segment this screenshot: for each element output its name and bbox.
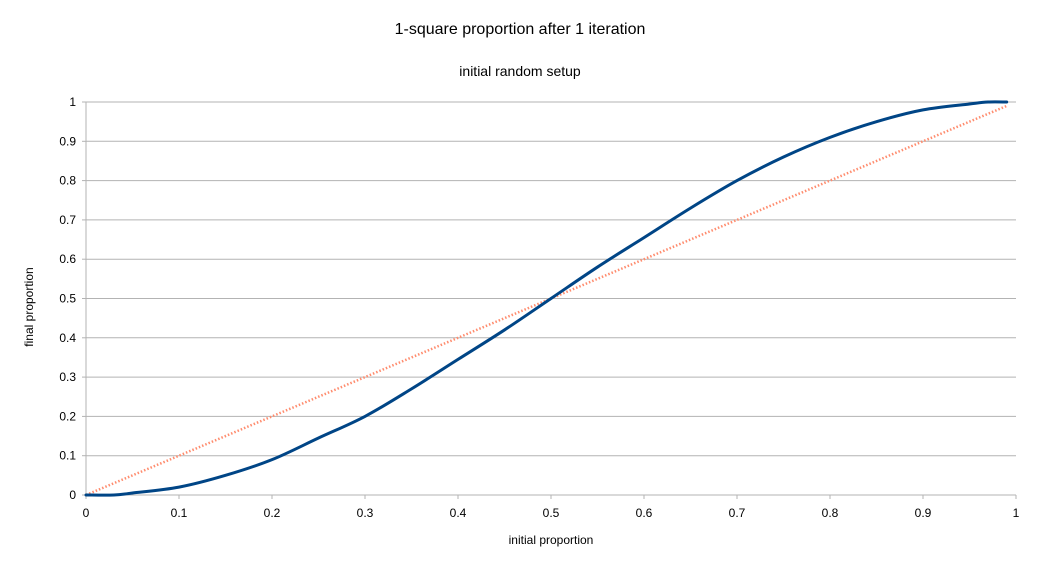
x-tick-label: 1 — [1013, 506, 1020, 520]
x-tick-label: 0.1 — [171, 506, 188, 520]
y-tick-label: 0.8 — [59, 174, 76, 188]
x-tick-label: 0.7 — [729, 506, 746, 520]
data-series — [84, 100, 1009, 497]
final-proportion-series — [84, 100, 1009, 497]
y-tick-label: 0.7 — [59, 213, 76, 227]
x-tick-label: 0.9 — [915, 506, 932, 520]
y-tick-label: 1 — [69, 95, 76, 109]
y-tick-label: 0.6 — [59, 252, 76, 266]
x-tick-label: 0.6 — [636, 506, 653, 520]
x-tick-label: 0.4 — [450, 506, 467, 520]
y-tick-label: 0.1 — [59, 449, 76, 463]
y-tick-label: 0.5 — [59, 292, 76, 306]
chart-subtitle: initial random setup — [459, 63, 581, 79]
y-tick-label: 0.9 — [59, 134, 76, 148]
y-tick-label: 0 — [69, 488, 76, 502]
x-tick-label: 0.3 — [357, 506, 374, 520]
y-tick-label: 0.2 — [59, 409, 76, 423]
x-tick-label: 0.5 — [543, 506, 560, 520]
x-tick-label: 0.8 — [822, 506, 839, 520]
tick-labels: 0 0.1 0.2 0.3 0.4 0.5 0.6 0.7 0.8 0.9 1 0 0.1 0.2 0.3 0… — [59, 95, 1019, 520]
y-tick-label: 0.3 — [59, 370, 76, 384]
x-tick-label: 0.2 — [264, 506, 281, 520]
y-tick-label: 0.4 — [59, 331, 76, 345]
x-tick-label: 0 — [83, 506, 90, 520]
chart-title: 1-square proportion after 1 iteration — [394, 21, 646, 38]
grid-lines — [82, 101, 1017, 499]
x-axis-label: initial proportion — [508, 533, 594, 547]
